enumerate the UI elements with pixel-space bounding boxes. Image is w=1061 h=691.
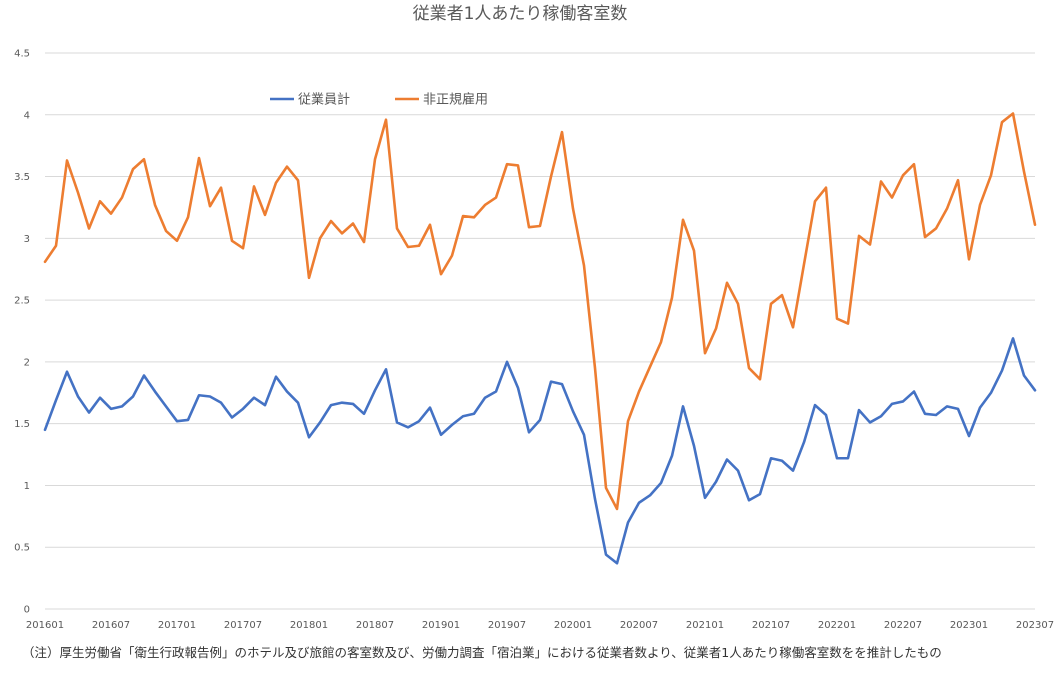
y-tick-label: 1.5 — [14, 419, 30, 430]
y-tick-label: 4.5 — [14, 49, 30, 60]
legend: 従業員計 非正規雇用 — [270, 92, 488, 108]
x-tick-label: 201907 — [488, 620, 526, 631]
x-tick-label: 202101 — [686, 620, 724, 631]
x-tick-label: 201707 — [224, 620, 262, 631]
line-chart: 従業者1人あたり稼働客室数 0 0.5 1 1.5 2 2.5 3 3.5 4 4.5 20160… — [14, 4, 1054, 631]
x-tick-label: 201801 — [290, 620, 328, 631]
x-tick-label: 201601 — [26, 620, 64, 631]
x-tick-label: 202107 — [752, 620, 790, 631]
chart-title: 従業者1人あたり稼働客室数 — [413, 4, 628, 24]
x-tick-label: 202301 — [950, 620, 988, 631]
x-tick-label: 201807 — [356, 620, 394, 631]
y-tick-label: 3 — [24, 234, 30, 245]
y-axis-ticks: 0 0.5 1 1.5 2 2.5 3 3.5 4 4.5 — [14, 49, 30, 616]
y-tick-label: 2 — [24, 357, 30, 368]
legend-label: 従業員計 — [298, 92, 350, 108]
legend-label: 非正規雇用 — [423, 92, 488, 108]
x-tick-label: 202001 — [554, 620, 592, 631]
y-tick-label: 1 — [24, 481, 30, 492]
x-tick-label: 202307 — [1016, 620, 1054, 631]
x-axis-ticks: 201601 201607 201701 201707 201801 201807 2019… — [26, 620, 1054, 631]
y-tick-label: 3.5 — [14, 172, 30, 183]
y-tick-label: 4 — [24, 110, 30, 121]
x-tick-label: 202201 — [818, 620, 856, 631]
y-tick-label: 0 — [24, 605, 30, 616]
footnote: （注）厚生労働省「衛生行政報告例」のホテル及び旅館の客室数及び、労働力調査「宿泊… — [22, 645, 942, 660]
gridlines — [45, 52, 1035, 610]
x-tick-label: 201901 — [422, 620, 460, 631]
series-lines — [43, 112, 1037, 565]
y-tick-label: 0.5 — [14, 543, 30, 554]
x-tick-label: 201701 — [158, 620, 196, 631]
y-tick-label: 2.5 — [14, 296, 30, 307]
series-line-1 — [43, 337, 1037, 565]
x-tick-label: 202007 — [620, 620, 658, 631]
x-tick-label: 202207 — [884, 620, 922, 631]
x-tick-label: 201607 — [92, 620, 130, 631]
series-line-2 — [43, 112, 1037, 511]
